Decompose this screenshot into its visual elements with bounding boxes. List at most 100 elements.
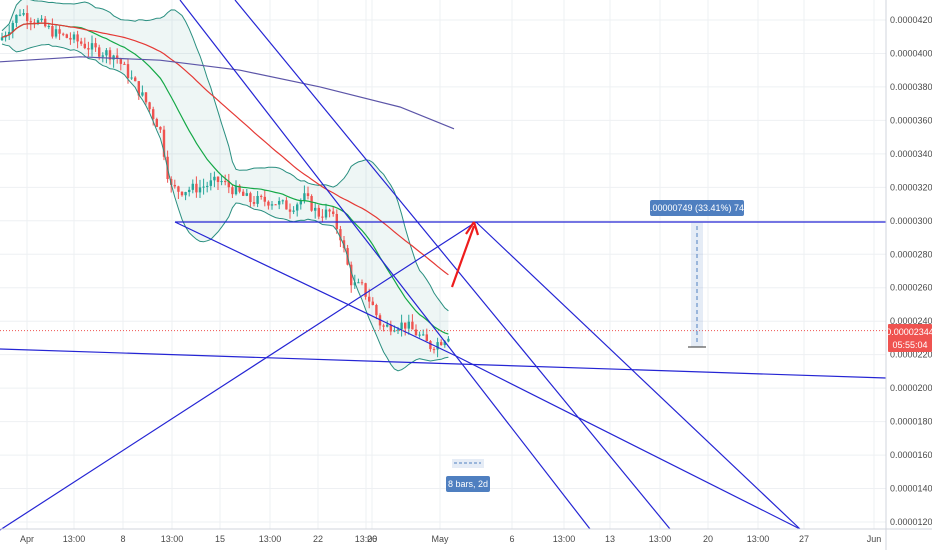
candle-up xyxy=(447,338,450,342)
trendline-descending-2 xyxy=(234,0,671,530)
candle-down xyxy=(76,34,79,42)
trendline-lower-channel xyxy=(174,221,457,357)
time-tick-label: 13:00 xyxy=(355,534,378,544)
candle-up xyxy=(278,200,281,205)
candle-down xyxy=(332,211,335,214)
candle-down xyxy=(389,324,392,332)
candle-down xyxy=(108,50,112,60)
time-tick-label: Apr xyxy=(20,534,34,544)
candle-down xyxy=(414,329,418,336)
candle-down xyxy=(216,176,220,183)
candle-up xyxy=(101,55,104,57)
time-tick-label: 20 xyxy=(703,534,713,544)
candle-down xyxy=(62,33,65,35)
candle-down xyxy=(342,240,346,249)
chart-grid xyxy=(0,0,886,529)
candle-up xyxy=(15,14,18,23)
ma-slow-line xyxy=(0,56,455,130)
candle-down xyxy=(177,186,180,192)
candle-down xyxy=(29,21,32,23)
candle-up xyxy=(443,341,446,346)
candle-up xyxy=(270,204,274,206)
candle-down xyxy=(26,13,29,22)
candle-down xyxy=(155,119,158,127)
candle-down xyxy=(159,126,162,130)
trend-lines xyxy=(0,0,887,531)
measure-label: 0.00000749 (33.41%) 749 xyxy=(645,200,749,216)
candle-up xyxy=(188,189,191,193)
trendline-lower-extension xyxy=(455,355,801,530)
candle-up xyxy=(292,210,295,212)
candle-up xyxy=(191,183,194,190)
time-axis[interactable]: Apr 13:00 8 13:00 15 13:00 22 13:0026 May 6 13:00 1… xyxy=(20,534,881,544)
candle-down xyxy=(364,283,367,297)
candle-up xyxy=(90,43,94,50)
candle-up xyxy=(422,334,425,336)
bars-range-box xyxy=(452,459,484,468)
ma-mid-line xyxy=(1,22,449,276)
candle-down xyxy=(173,184,176,187)
candle-up xyxy=(11,22,14,32)
candle-down xyxy=(267,201,270,206)
candle-down xyxy=(306,193,310,197)
candle-down xyxy=(65,34,68,38)
candle-down xyxy=(83,43,86,49)
candle-up xyxy=(202,186,205,188)
candle-up xyxy=(112,55,115,60)
candle-down xyxy=(33,22,36,24)
candle-down xyxy=(375,305,378,316)
bars-range-label: 8 bars, 2d xyxy=(446,476,490,492)
time-tick-label: 13:00 xyxy=(63,534,86,544)
candle-up xyxy=(436,342,439,350)
time-tick-label: 22 xyxy=(313,534,323,544)
bars-range-label-text: 8 bars, 2d xyxy=(448,479,488,489)
candle-down xyxy=(432,349,436,351)
candle-down xyxy=(116,55,119,59)
candle-up xyxy=(105,50,108,56)
candle-up xyxy=(184,192,187,196)
time-tick-label: 27 xyxy=(799,534,809,544)
candle-down xyxy=(152,109,155,120)
candle-down xyxy=(98,47,101,57)
current-price-tag: 0.00002344 05:55:04 xyxy=(886,324,932,352)
candle-up xyxy=(130,77,133,79)
candle-up xyxy=(245,193,248,196)
candle-down xyxy=(288,209,292,212)
candle-down xyxy=(144,92,148,103)
candle-up xyxy=(40,18,43,21)
candle-down xyxy=(137,81,140,96)
candle-down xyxy=(328,209,331,212)
candle-down xyxy=(429,341,432,350)
time-tick-label: Jun xyxy=(867,534,882,544)
projection-arrow-line xyxy=(450,225,476,288)
candle-up xyxy=(314,207,317,211)
candle-down xyxy=(87,48,90,50)
candle-down xyxy=(80,41,83,44)
candle-up xyxy=(234,185,238,195)
candle-down xyxy=(382,325,385,327)
candle-down xyxy=(260,195,263,197)
annotations xyxy=(0,221,886,468)
candle-up xyxy=(418,334,421,336)
time-tick-label: 13:00 xyxy=(161,534,184,544)
candle-down xyxy=(180,191,184,196)
candle-down xyxy=(263,196,266,202)
candle-down xyxy=(134,77,137,82)
time-tick-label: 8 xyxy=(120,534,125,544)
candle-down xyxy=(148,102,151,110)
time-tick-label: 13:00 xyxy=(259,534,282,544)
candle-up xyxy=(72,34,76,40)
candle-up xyxy=(141,92,144,96)
candle-down xyxy=(440,342,443,346)
